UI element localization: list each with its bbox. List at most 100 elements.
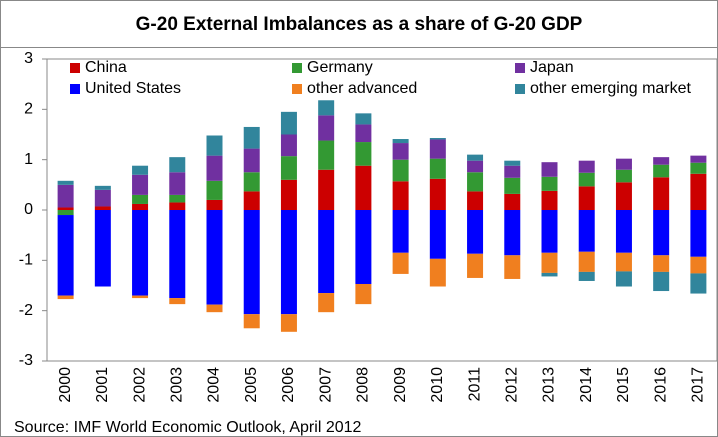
bar-segment [504,193,521,210]
bar-segment [355,124,372,143]
bar-segment [243,172,260,192]
bar-segment [467,160,484,173]
y-tick-label: -1 [19,252,33,269]
legend-swatch [70,63,80,73]
x-tick-label: 2011 [466,367,483,402]
x-tick-label: 2004 [206,367,223,403]
bar-segment [653,271,670,292]
bar-segment [280,134,297,157]
bar-segment [392,143,409,160]
bar-segment [504,177,521,194]
bar-segment [429,178,446,210]
bar-segment [392,181,409,210]
bar-segment [467,154,484,161]
bar-segment [206,304,223,313]
bar-segment [690,256,707,274]
legend-swatch [515,84,525,94]
bar-segment [280,179,297,210]
bar-segment [169,172,186,195]
bar-segment [578,251,595,272]
bar-segment [578,271,595,281]
bar-segment [169,157,186,173]
bar-segment [578,210,595,252]
bar-segment [355,165,372,210]
x-tick-label: 2007 [317,367,334,403]
y-tick-label: 2 [24,101,33,118]
bar-segment [653,210,670,256]
bar-segment [653,177,670,210]
bar-segment [392,139,409,144]
x-tick-label: 2005 [243,367,260,403]
bar-segment [57,215,74,296]
bar-segment [504,210,521,256]
bar-segment [243,314,260,329]
legend-label: United States [85,80,181,97]
bar-segment [355,142,372,166]
bar-segment [318,169,335,210]
x-tick-label: 2013 [541,367,558,403]
bar-segment [392,252,409,274]
bar-segment [653,164,670,178]
bar-segment [318,210,335,294]
bar-segment [132,194,149,204]
bar-segment [653,255,670,272]
bar-segment [690,210,707,257]
x-tick-label: 2014 [578,367,595,403]
legend-swatch [292,63,302,73]
bar-segment [169,202,186,210]
chart-title: G-20 External Imbalances as a share of G… [136,14,583,35]
bar-segment [578,172,595,187]
bar-segment [243,126,260,149]
bar-segment [132,165,149,175]
y-tick-label: 3 [24,50,33,67]
bar-segment [541,210,558,253]
bar-segment [541,190,558,210]
bar-segment [57,210,74,216]
y-tick-label: 0 [24,201,33,218]
bar-segment [94,210,111,287]
bar-segment [690,173,707,210]
bar-segment [429,139,446,159]
y-tick-label: -3 [19,352,33,369]
bar-segment [467,253,484,278]
bar-segment [615,271,632,287]
bar-segment [206,155,223,181]
bar-segment [392,210,409,253]
bar-segment [429,210,446,259]
bar-segment [392,159,409,182]
bar-segment [169,194,186,203]
legend-label: China [85,59,127,76]
legend-label: Japan [530,59,574,76]
bar-segment [318,140,335,170]
legend-swatch [515,63,525,73]
bar-segment [615,210,632,253]
legend-swatch [70,84,80,94]
legend-label: other emerging market [530,80,692,97]
bar-segment [504,255,521,279]
bar-segment [132,203,149,210]
x-tick-label: 2000 [57,367,74,403]
x-tick-label: 2003 [168,367,185,403]
x-tick-label: 2002 [131,367,148,403]
legend-label: Germany [307,59,373,76]
bar-segment [578,186,595,210]
bar-segment [504,165,521,178]
x-tick-label: 2009 [392,367,409,403]
bar-segment [355,283,372,305]
bar-segment [429,258,446,287]
bar-segment [318,115,335,141]
legend-label: other advanced [307,80,417,97]
bar-segment [94,185,111,190]
bar-segment [504,160,521,166]
bar-segment [57,207,74,210]
bar-segment [429,158,446,179]
x-tick-label: 2006 [280,367,297,403]
bar-segment [355,210,372,284]
bar-segment [615,252,632,272]
bar-segment [615,158,632,170]
x-tick-label: 2015 [615,367,632,403]
x-tick-label: 2010 [429,367,446,403]
bar-segment [57,184,74,208]
bar-segment [318,100,335,116]
